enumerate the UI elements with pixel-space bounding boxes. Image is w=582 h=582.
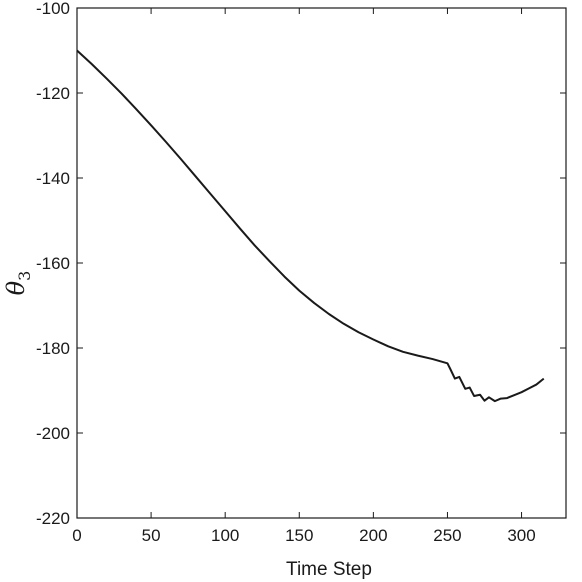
y-axis-label: θ3	[2, 271, 34, 296]
tick-labels: 0 50 100 150 200 250 300 -220 -200 -180 -160 -140 -1…	[36, 0, 536, 545]
x-tick-label: 250	[433, 526, 461, 545]
y-axis-label-subscript: 3	[15, 271, 34, 281]
plot-frame	[76, 7, 567, 519]
x-tick-label: 100	[211, 526, 239, 545]
y-tick-label: -100	[36, 0, 70, 18]
x-tick-label: 150	[285, 526, 313, 545]
series-line-1	[76, 49, 545, 403]
y-tick-label: -220	[36, 509, 70, 528]
y-tick-label: -140	[36, 169, 70, 188]
y-axis-label-symbol: θ	[2, 280, 30, 295]
x-tick-label: 50	[142, 526, 161, 545]
x-axis-label: Time Step	[286, 559, 372, 580]
y-tick-label: -180	[36, 339, 70, 358]
x-tick-label: 300	[507, 526, 535, 545]
y-tick-label: -160	[36, 254, 70, 273]
y-tick-label: -120	[36, 84, 70, 103]
y-tick-label: -200	[36, 424, 70, 443]
x-tick-label: 200	[359, 526, 387, 545]
axes	[76, 7, 567, 519]
x-tick-label: 0	[72, 526, 81, 545]
plot-area	[76, 49, 545, 403]
